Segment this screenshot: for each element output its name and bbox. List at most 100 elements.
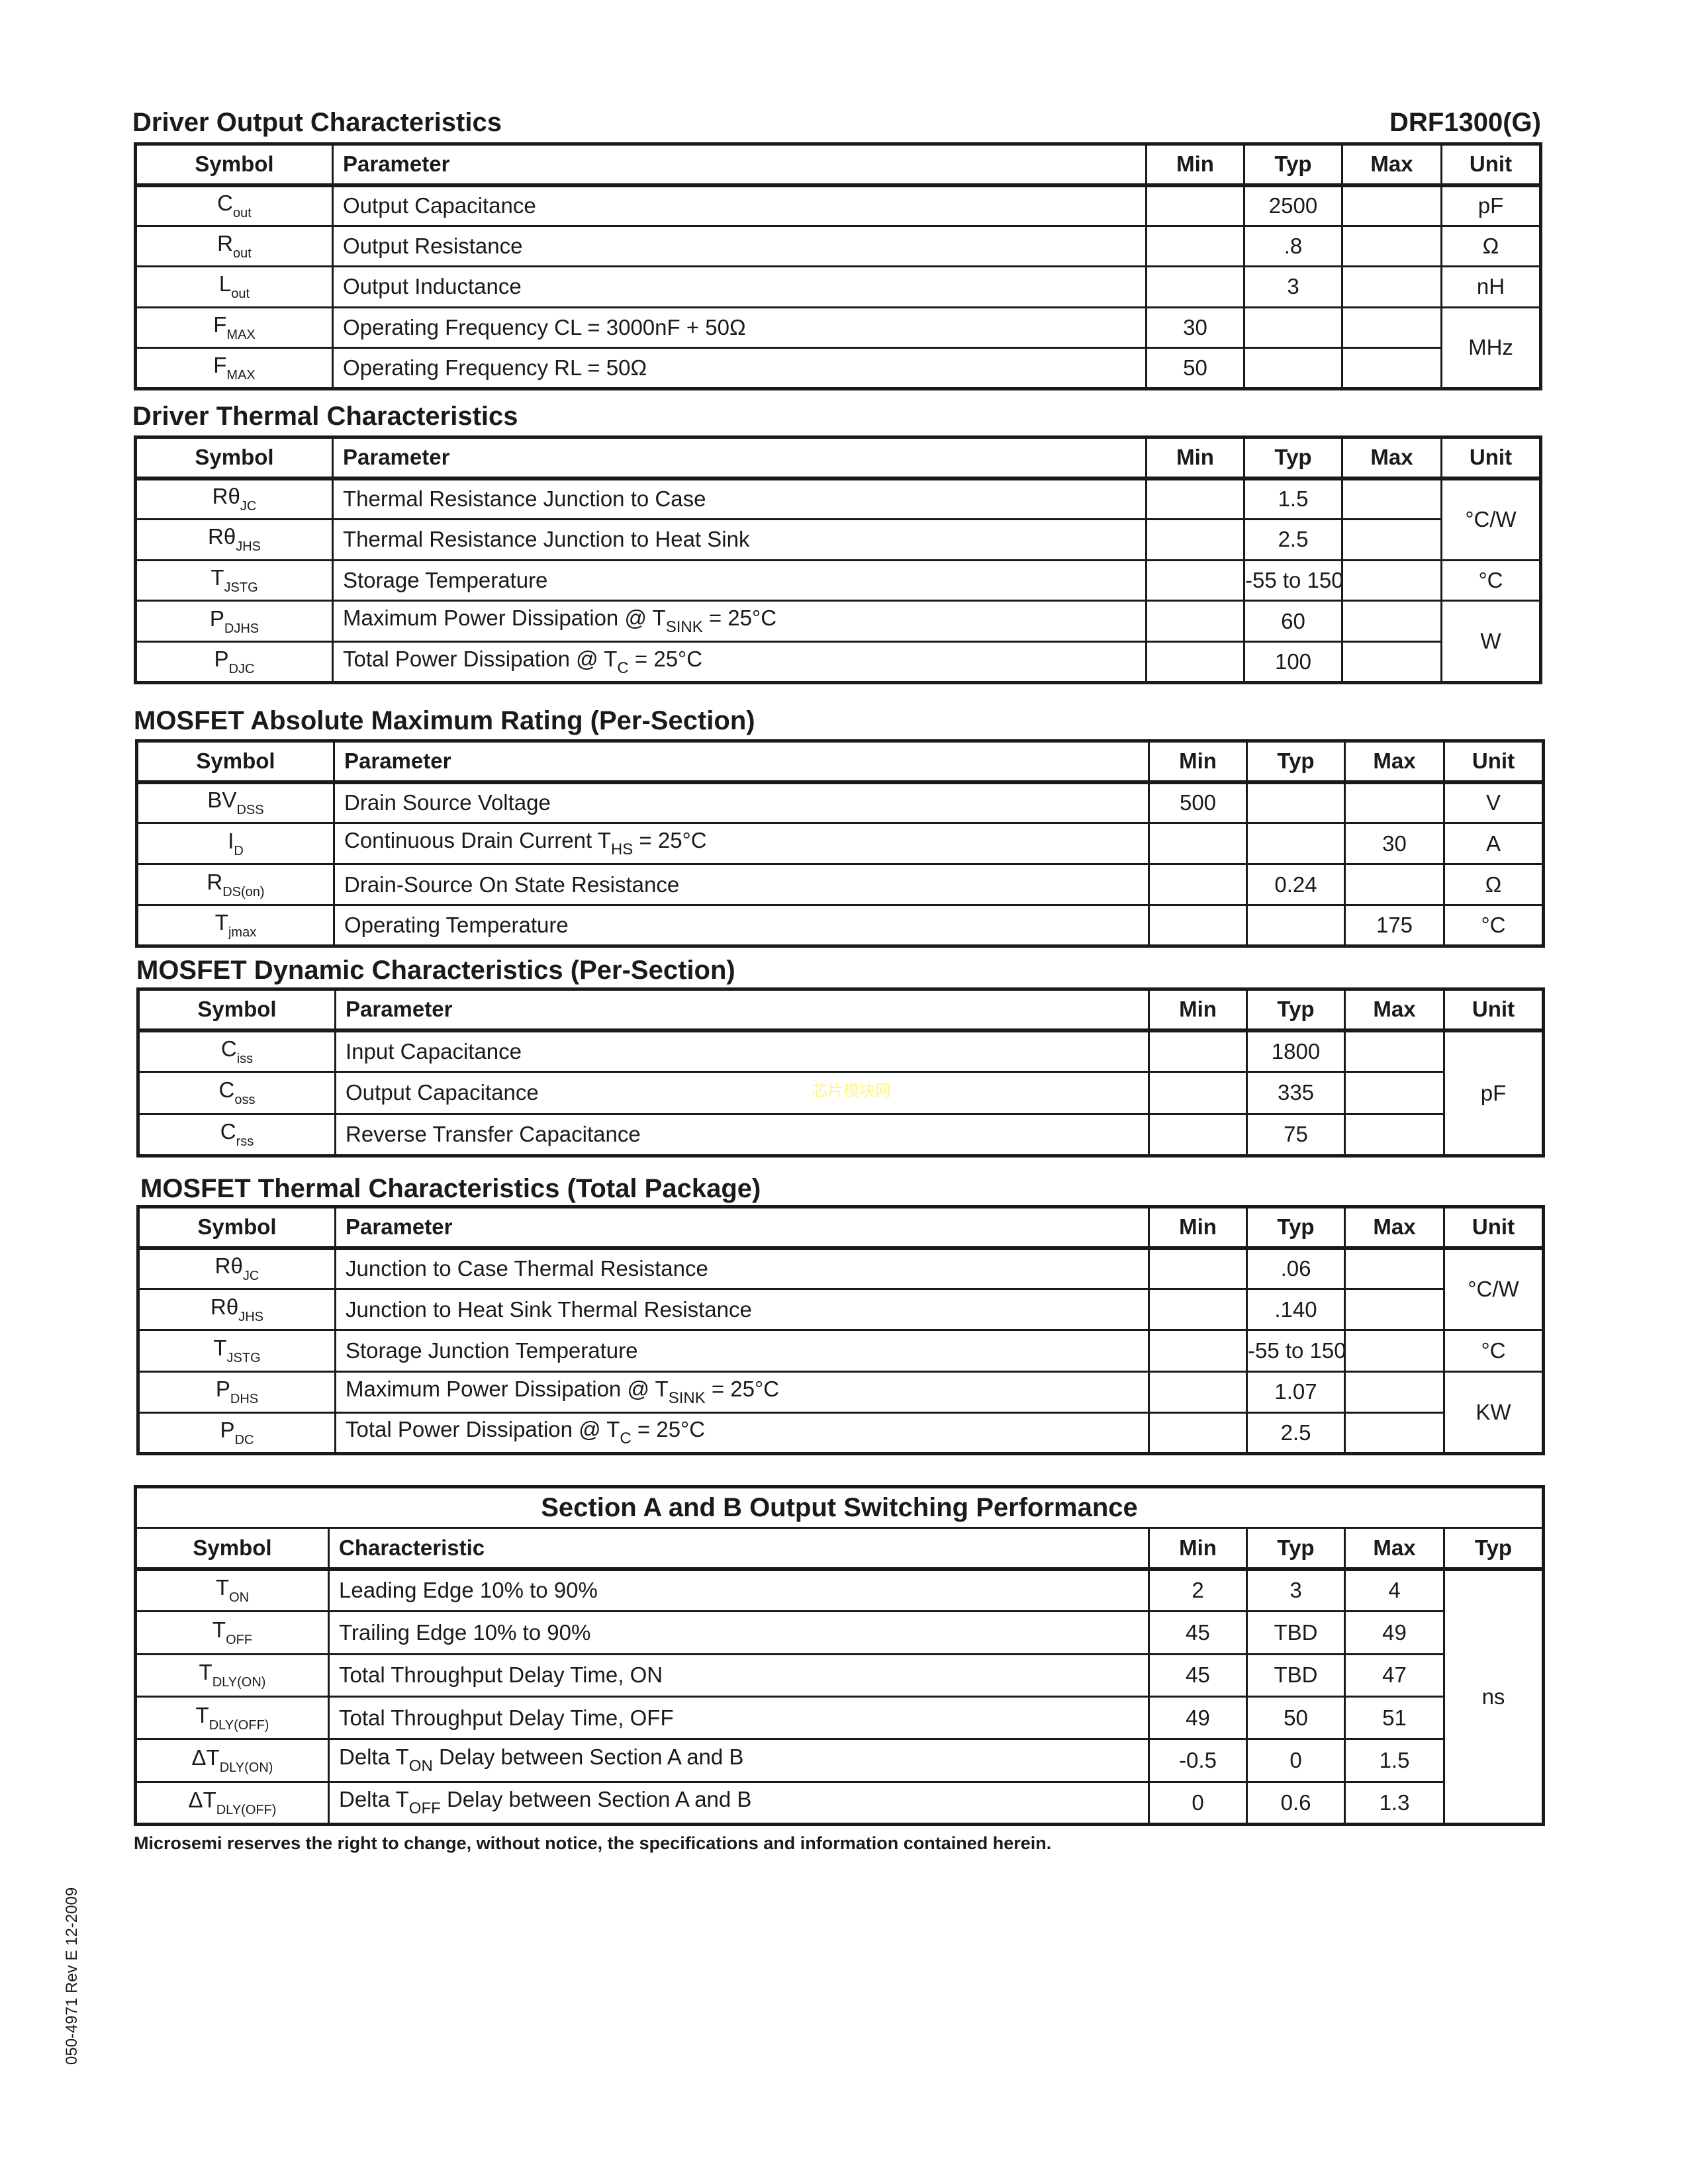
symbol-cell: TJSTG — [134, 559, 334, 602]
unit-value: MHz — [1440, 306, 1542, 390]
table-row: TJSTG Storage Temperature -55 to 150 °C — [134, 559, 1542, 602]
parameter: Total Power Dissipation @ T — [343, 646, 618, 671]
symbol-cell: RθJHS — [137, 1288, 336, 1332]
parameter-cell: Junction to Heat Sink Thermal Resistance — [334, 1288, 1150, 1332]
column-header: Max — [1344, 1206, 1445, 1250]
symbol-subscript: DLY(ON) — [219, 1760, 273, 1775]
max-value — [1341, 306, 1442, 349]
section-title-mosfet-abs-max: MOSFET Absolute Maximum Rating (Per-Sect… — [134, 706, 755, 735]
column-header: Max — [1341, 436, 1442, 480]
table-row: ΔTDLY(ON) Delta TON Delay between Section… — [134, 1738, 1544, 1783]
typ-value: 75 — [1246, 1113, 1346, 1157]
symbol-subscript: JHS — [236, 539, 261, 555]
column-header: Unit — [1443, 1206, 1544, 1250]
parameter-cell: Operating Frequency CL = 3000nF + 50Ω — [332, 306, 1147, 349]
symbol: T — [213, 1335, 227, 1360]
parameter-cell: Thermal Resistance Junction to Heat Sink — [332, 518, 1147, 561]
parameter: Total Throughput Delay Time, OFF — [339, 1705, 674, 1730]
unit-value: °C — [1440, 559, 1542, 602]
parameter: Output Resistance — [343, 233, 523, 258]
symbol: T — [199, 1660, 212, 1685]
min-value — [1145, 224, 1245, 268]
mosfet-thermal-table: Symbol Parameter Min Typ Max Unit RθJC Junction… — [136, 1205, 1545, 1455]
table-row: RθJHS Thermal Resistance Junction to Heat… — [134, 518, 1541, 561]
parameter-cell: Drain-Source On State Resistance — [333, 863, 1150, 906]
column-header: Typ — [1246, 740, 1346, 784]
symbol-subscript: out — [231, 287, 250, 302]
min-value — [1148, 1411, 1248, 1455]
symbol-cell: Coss — [137, 1071, 336, 1115]
column-header: Symbol — [134, 143, 334, 187]
column-header: Characteristic — [328, 1527, 1150, 1571]
column-header: Symbol — [137, 1206, 336, 1250]
table-row: PDC Total Power Dissipation @ TC = 25°C 2.… — [137, 1411, 1544, 1455]
parameter-cell: Total Throughput Delay Time, OFF — [328, 1695, 1150, 1741]
table-row: ID Continuous Drain Current THS = 25°C 30 A — [136, 822, 1544, 865]
symbol-subscript: JC — [240, 499, 257, 514]
min-value — [1145, 265, 1245, 308]
max-value — [1344, 1288, 1445, 1332]
unit-value: °C/W — [1443, 1246, 1544, 1332]
column-header: Symbol — [134, 436, 334, 480]
symbol-cell: Tjmax — [136, 904, 335, 947]
table-row: TON Leading Edge 10% to 90% 2 3 4 ns — [134, 1567, 1544, 1825]
parameter-tail: = 25°C — [633, 828, 707, 852]
symbol: C — [220, 1036, 237, 1061]
min-value: 50 — [1145, 347, 1245, 390]
column-header: Max — [1344, 740, 1445, 784]
column-header: Parameter — [332, 143, 1147, 187]
min-value — [1145, 559, 1245, 602]
symbol: T — [215, 1575, 230, 1600]
symbol: F — [213, 312, 227, 338]
unit-value: V — [1443, 781, 1544, 824]
parameter-subscript: OFF — [408, 1799, 441, 1818]
parameter-tail: = 25°C — [702, 606, 777, 631]
symbol-subscript: JSTG — [226, 1350, 261, 1365]
unit-value: °C/W — [1440, 477, 1542, 561]
footer-disclaimer: Microsemi reserves the right to change, … — [134, 1833, 1052, 1853]
symbol-subscript: DC — [234, 1432, 254, 1447]
typ-value: 1.5 — [1243, 477, 1343, 520]
max-value — [1341, 265, 1442, 308]
parameter: Total Throughput Delay Time, ON — [339, 1662, 663, 1688]
unit-value: °C — [1443, 1329, 1544, 1373]
parameter-tail: = 25°C — [628, 646, 703, 671]
symbol: T — [195, 1702, 209, 1727]
unit-value: pF — [1440, 184, 1542, 227]
parameter-cell: Output Capacitance — [334, 1071, 1150, 1115]
caption-row: Section A and B Output Switching Perform… — [134, 1486, 1544, 1529]
table-row: ΔTDLY(OFF) Delta TOFF Delay between Secti… — [134, 1780, 1544, 1825]
column-header: Symbol — [136, 740, 335, 784]
symbol-cell: TJSTG — [137, 1329, 336, 1373]
parameter: Drain-Source On State Resistance — [344, 872, 680, 897]
parameter-cell: Leading Edge 10% to 90% — [328, 1567, 1150, 1613]
unit-value: pF — [1443, 1029, 1544, 1157]
symbol-subscript: MAX — [226, 368, 256, 383]
parameter: Trailing Edge 10% to 90% — [339, 1619, 591, 1645]
min-value — [1148, 1370, 1248, 1414]
max-value — [1344, 1329, 1445, 1373]
section-title-mosfet-thermal: MOSFET Thermal Characteristics (Total Pa… — [140, 1174, 761, 1203]
symbol: Rθ — [212, 484, 240, 509]
symbol-cell: TDLY(ON) — [134, 1653, 330, 1698]
min-value — [1148, 822, 1248, 865]
symbol: P — [209, 606, 224, 631]
symbol: Rθ — [214, 1253, 243, 1279]
section-title-mosfet-dynamic: MOSFET Dynamic Characteristics (Per-Sect… — [136, 956, 735, 985]
symbol-subscript: oss — [234, 1093, 256, 1108]
table-row: Tjmax Operating Temperature 175 °C — [136, 904, 1544, 947]
symbol-cell: RθJHS — [134, 518, 334, 561]
symbol-cell: RDS(on) — [136, 863, 335, 906]
symbol-cell: FMAX — [134, 306, 334, 349]
section-title-driver-thermal: Driver Thermal Characteristics — [132, 402, 518, 431]
parameter: Continuous Drain Current T — [344, 828, 611, 852]
parameter: Output Capacitance — [343, 193, 536, 218]
column-header: Typ — [1246, 1206, 1346, 1250]
max-value: 30 — [1344, 822, 1445, 865]
parameter: Junction to Heat Sink Thermal Resistance — [346, 1297, 752, 1322]
min-value: 500 — [1148, 781, 1248, 824]
symbol-cell: BVDSS — [136, 781, 335, 824]
symbol: T — [211, 565, 224, 590]
column-header: Parameter — [332, 436, 1147, 480]
typ-value: -55 to 150 — [1246, 1329, 1346, 1373]
